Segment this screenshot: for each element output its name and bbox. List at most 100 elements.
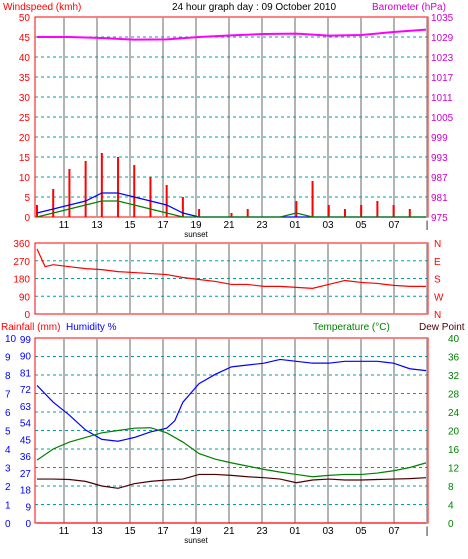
baro-tick-label: 999 [431,133,448,144]
temperature-tick-label: 0 [448,519,454,530]
compass-label: E [434,257,441,268]
baro-tick-label: 1035 [431,13,454,24]
wind-tick-label: 15 [19,153,31,164]
wind-tick-label: 40 [19,53,31,64]
x-tick-label: 21 [223,526,235,537]
wind-tick-label: 50 [19,13,31,24]
compass-label: N [434,239,441,250]
x-tick-label: 03 [322,220,334,231]
humidity-tick-label: 0 [25,519,31,530]
baro-tick-label: 987 [431,173,448,184]
wind-speed-line [36,200,426,218]
x-tick-label: 17 [157,526,169,537]
humidity-tick-label: 36 [20,452,32,463]
humidity-tick-label: 63 [20,402,32,413]
rain-tick-label: 1 [5,501,11,512]
x-tick-label: 19 [190,526,202,537]
humidity-label: Humidity % [66,322,117,333]
rain-tick-label: 0 [5,519,11,530]
humidity-tick-label: 9 [25,502,31,513]
rain-tick-label: 4 [5,445,11,456]
wind-tick-label: 10 [19,173,31,184]
compass-label: W [434,292,444,303]
x-tick-label: 13 [91,526,103,537]
wind-tick-label: 25 [19,113,31,124]
wind-barometer-panel: 0510152025303540455097598198799399910051… [19,13,454,239]
compass-label: N [434,310,441,321]
x-tick-label: 07 [388,526,400,537]
direction-tick-label: 90 [19,292,31,303]
humidity-tick-label: 72 [20,385,32,396]
wind-tick-label: 0 [24,213,30,224]
panel-frame [34,337,429,524]
wind-tick-label: 30 [19,93,31,104]
wind-tick-label: 45 [19,33,31,44]
x-tick-label: 05 [355,220,367,231]
direction-tick-label: 360 [13,239,30,250]
x-tick-label: 01 [289,220,301,231]
x-tick-label: 23 [256,220,268,231]
sunset-label: sunset [184,230,208,239]
rain-tick-label: 5 [5,427,11,438]
x-tick-label: 23 [256,526,268,537]
temperature-tick-label: 40 [448,334,460,345]
baro-tick-label: 981 [431,193,448,204]
baro-tick-label: 975 [431,213,448,224]
humidity-tick-label: 54 [20,419,32,430]
baro-tick-label: 1023 [431,53,454,64]
direction-tick-label: 180 [13,275,30,286]
temperature-tick-label: 24 [448,408,460,419]
rain-humidity-temperature-panel: 0123456789100918273645546372819099048121… [5,334,460,545]
temperature-tick-label: 20 [448,427,460,438]
rain-tick-label: 6 [5,408,11,419]
wind-direction-line [36,248,426,289]
rain-tick-label: 7 [5,390,11,401]
x-tick-label: 15 [124,220,136,231]
sunset-label: sunset [184,536,208,545]
dew-point-label: Dew Point [419,322,465,333]
x-tick-label: 11 [59,526,70,537]
windspeed-label: Windspeed (kmh) [3,2,81,13]
humidity-line [36,358,427,442]
x-tick-label: 01 [289,526,301,537]
temperature-label: Temperature (°C) [313,322,390,333]
temperature-tick-label: 12 [448,464,460,475]
x-tick-label: 17 [157,220,169,231]
humidity-tick-label: 45 [20,435,32,446]
compass-label: S [434,275,441,286]
panel-frame [34,16,429,218]
rainfall-label: Rainfall (mm) [1,322,60,333]
rain-tick-label: 8 [5,371,11,382]
baro-tick-label: 1017 [431,73,454,84]
temperature-line [36,427,427,478]
x-tick-label: 11 [59,220,70,231]
rain-tick-label: 2 [5,482,11,493]
x-tick-label: 05 [355,526,367,537]
direction-tick-label: 270 [13,257,30,268]
barometer-label: Barometer (hPa) [372,2,446,13]
baro-tick-label: 1005 [431,113,454,124]
graph-title: 24 hour graph day : 09 October 2010 [172,2,336,13]
wind-tick-label: 20 [19,133,31,144]
barometer-line [37,28,427,41]
rain-tick-label: 9 [5,353,11,364]
humidity-tick-label: 27 [20,469,32,480]
x-tick-label: 19 [190,220,202,231]
baro-tick-label: 993 [431,153,448,164]
panel-frame [34,242,429,315]
temperature-tick-label: 36 [448,353,460,364]
humidity-tick-label: 90 [20,352,32,363]
humidity-tick-label: 99 [20,335,32,346]
x-tick-label: | [426,526,429,537]
wind-tick-label: 35 [19,73,31,84]
humidity-tick-label: 81 [20,368,32,379]
temperature-tick-label: 16 [448,445,460,456]
x-tick-label: | [426,220,429,231]
x-tick-label: 03 [322,526,334,537]
x-tick-label: 15 [124,526,136,537]
wind-tick-label: 5 [24,193,30,204]
x-tick-label: 07 [388,220,400,231]
humidity-tick-label: 18 [20,486,32,497]
